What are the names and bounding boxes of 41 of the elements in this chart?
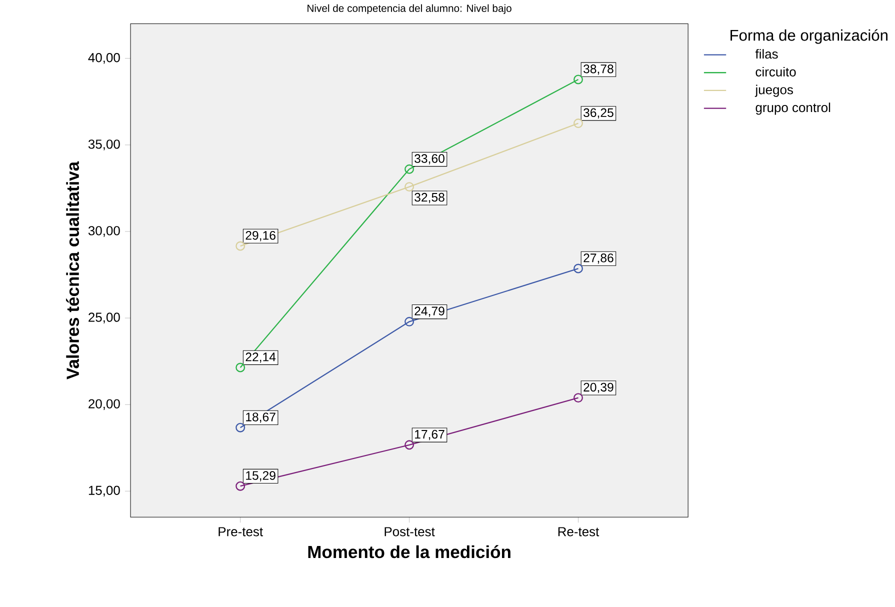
data-label: 18,67 [246, 412, 276, 423]
point [574, 264, 583, 274]
data-label: 33,60 [414, 154, 444, 165]
point [574, 393, 583, 403]
data-label: 17,67 [415, 430, 444, 440]
legend-label: grupo control [756, 102, 830, 115]
point [404, 317, 414, 327]
y-tick-label: 30,00 [88, 226, 120, 238]
x-tick-label: Post-test [384, 527, 435, 536]
point [404, 440, 414, 450]
y-tick-label: 35,00 [88, 140, 120, 150]
point [236, 482, 246, 491]
data-label: 29,16 [246, 231, 276, 242]
data-label: 22,14 [246, 352, 276, 363]
data-label: 27,86 [584, 254, 614, 264]
x-axis-title: Momento de la medición [308, 545, 510, 558]
point [574, 118, 583, 128]
point [236, 362, 246, 372]
data-label: 20,39 [584, 383, 614, 394]
y-tick-label: 40,00 [88, 53, 120, 64]
point [404, 164, 414, 174]
data-label: 24,79 [414, 306, 444, 318]
legend-label: juegos [754, 84, 793, 98]
y-tick-label: 15,00 [88, 486, 120, 497]
point [404, 182, 414, 192]
point [236, 423, 246, 432]
chart-title: Nivel de competencia del alumno: Nivel bajo [308, 4, 512, 14]
legend-label: filas [755, 49, 778, 59]
x-tick-label: Pre-test [218, 527, 263, 536]
legend-title: Forma de organización [730, 29, 888, 44]
y-axis-title: Valores técnica cualitativa [66, 161, 80, 380]
point [236, 241, 246, 251]
y-tick-label: 20,00 [88, 399, 120, 410]
legend-label: circuito [756, 67, 796, 77]
data-label: 36,25 [584, 108, 614, 119]
point [574, 74, 583, 84]
data-label: 32,58 [414, 193, 444, 204]
x-tick-label: Re-test [558, 527, 600, 536]
y-tick-label: 25,00 [88, 312, 120, 324]
data-label: 15,29 [246, 471, 276, 482]
data-label: 38,78 [584, 64, 614, 75]
